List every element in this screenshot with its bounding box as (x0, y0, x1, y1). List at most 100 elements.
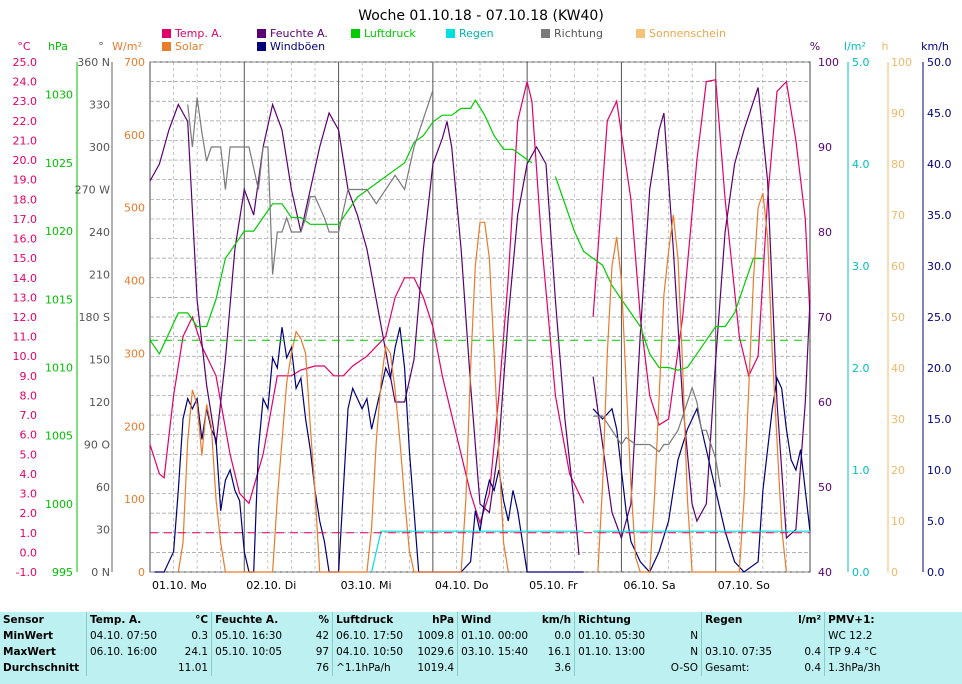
stats-cell: 04.10. 07:50 (86, 628, 175, 644)
x-tick-label: 02.10. Di (246, 579, 296, 592)
x-tick-label: 01.10. Mo (152, 579, 207, 592)
x-tick-label: 07.10. So (718, 579, 770, 592)
wind-unit-label: km/h (921, 40, 949, 53)
stats-header-richtung: Richtung (574, 612, 662, 628)
stats-header-temp: Temp. A. (86, 612, 175, 628)
legend: Temp. A. Feuchte A. Luftdruck Regen Richtung… (162, 27, 726, 53)
temp-tick-label: 21.0 (13, 134, 38, 147)
direction-tick-label: 180 S (79, 311, 110, 324)
stats-cell: 97 (315, 646, 330, 658)
stats-unit-temp: °C (195, 614, 209, 626)
stats-cell: 03.10. 07:35 (701, 644, 789, 660)
stats-cell: 24.1 (184, 646, 209, 658)
rain-tick-label: 3.0 (852, 260, 870, 273)
solar-tick-label: 0 (138, 566, 145, 579)
temp-tick-label: 22.0 (13, 115, 38, 128)
legend-label: Windböen (270, 40, 325, 53)
wind-tick-label: 30.0 (927, 260, 952, 273)
sunshine-tick-label: 40 (891, 362, 905, 375)
temp-tick-label: 13.0 (13, 291, 38, 304)
humidity-tick-label: 50 (818, 481, 832, 494)
legend-swatch (257, 42, 266, 51)
weather-chart: Woche 01.10.18 - 07.10.18 (KW40) Temp. A… (13, 8, 952, 592)
stats-cell: N (690, 646, 699, 658)
series-direction-line (187, 90, 434, 275)
stats-unit-feuchte: % (318, 614, 330, 626)
stats-cell: 3.6 (554, 662, 572, 674)
solar-tick-label: 600 (124, 129, 145, 142)
temp-tick-label: -1.0 (16, 566, 37, 579)
stats-header-pmv: PMV+1: (824, 612, 896, 628)
temp-tick-label: 0.0 (20, 546, 38, 559)
temp-tick-label: 18.0 (13, 193, 38, 206)
stats-cell: 1019.4 (417, 662, 455, 674)
direction-tick-label: 0 N (91, 566, 110, 579)
stats-cell: 06.10. 17:50 (332, 628, 414, 644)
plot-area (149, 78, 811, 574)
temp-tick-label: 10.0 (13, 350, 38, 363)
sunshine-unit-label: h (882, 40, 889, 53)
pressure-tick-label: 1030 (45, 89, 73, 102)
humidity-tick-label: 40 (818, 566, 832, 579)
stats-cell (86, 660, 175, 676)
stats-cell: 1009.8 (417, 630, 455, 642)
pressure-tick-label: 1020 (45, 225, 73, 238)
stats-cell: 01.10. 00:00 (457, 628, 539, 644)
temp-tick-label: 19.0 (13, 174, 38, 187)
x-tick-label: 03.10. Mi (341, 579, 392, 592)
grid: 01.10. Mo 02.10. Di 03.10. Mi 04.10. Do 05.1… (149, 61, 811, 592)
stats-cell: 76 (315, 662, 330, 674)
humidity-tick-label: 70 (818, 311, 832, 324)
legend-swatch (351, 29, 360, 38)
stats-cell: N (690, 630, 699, 642)
temp-tick-label: 16.0 (13, 233, 38, 246)
legend-swatch (541, 29, 550, 38)
series-direction-line (593, 385, 721, 488)
stats-header-wind: Wind (457, 612, 539, 628)
pressure-tick-label: 1005 (45, 430, 73, 443)
sunshine-tick-label: 30 (891, 413, 905, 426)
stats-cell (788, 628, 825, 644)
stats-cell: 04.10. 10:50 (332, 644, 414, 660)
stats-cell: 0.0 (554, 630, 572, 642)
direction-tick-label: 120 (89, 396, 110, 409)
temp-tick-label: 4.0 (20, 468, 38, 481)
legend-label: Richtung (554, 27, 603, 40)
stats-cell: 1029.6 (417, 646, 455, 658)
wind-tick-label: 5.0 (927, 515, 945, 528)
stats-header-feuchte: Feuchte A. (211, 612, 301, 628)
solar-tick-label: 400 (124, 275, 145, 288)
chart-title: Woche 01.10.18 - 07.10.18 (KW40) (358, 8, 604, 24)
series-temp-line (149, 81, 585, 525)
solar-tick-label: 500 (124, 202, 145, 215)
direction-unit-label: ° (98, 40, 104, 53)
stats-cell: 42 (315, 630, 330, 642)
stats-header-regen: Regen (701, 612, 789, 628)
stats-header-luftdruck: Luftdruck (332, 612, 414, 628)
stats-unit-luftdruck: hPa (432, 614, 455, 626)
temp-tick-label: 17.0 (13, 213, 38, 226)
sunshine-tick-label: 0 (891, 566, 898, 579)
legend-label: Temp. A. (174, 27, 222, 40)
temp-tick-label: 2.0 (20, 507, 38, 520)
sunshine-tick-label: 90 (891, 107, 905, 120)
series-wind-line (154, 327, 584, 573)
solar-tick-label: 300 (124, 347, 145, 360)
stats-row-label: Durchschnitt (3, 662, 80, 674)
temp-unit-label: °C (17, 40, 31, 53)
humidity-tick-label: 60 (818, 396, 832, 409)
pressure-tick-label: 1000 (45, 498, 73, 511)
temp-tick-label: 24.0 (13, 76, 38, 89)
solar-tick-label: 200 (124, 420, 145, 433)
series-temp-line (592, 78, 811, 426)
temp-tick-label: 3.0 (20, 488, 38, 501)
series-solar-line (597, 192, 787, 573)
stats-cell: Gesamt: (701, 660, 789, 676)
rain-tick-label: 4.0 (852, 158, 870, 171)
series-humidity-line (592, 87, 811, 540)
x-tick-label: 04.10. Do (435, 579, 489, 592)
rain-unit-label: l/m² (844, 40, 866, 53)
stats-cell: 05.10. 16:30 (211, 628, 301, 644)
series-pressure-line (149, 99, 533, 356)
stats-panel: Sensor Temp. A. °C Feuchte A. % Luftdruc… (0, 612, 962, 684)
